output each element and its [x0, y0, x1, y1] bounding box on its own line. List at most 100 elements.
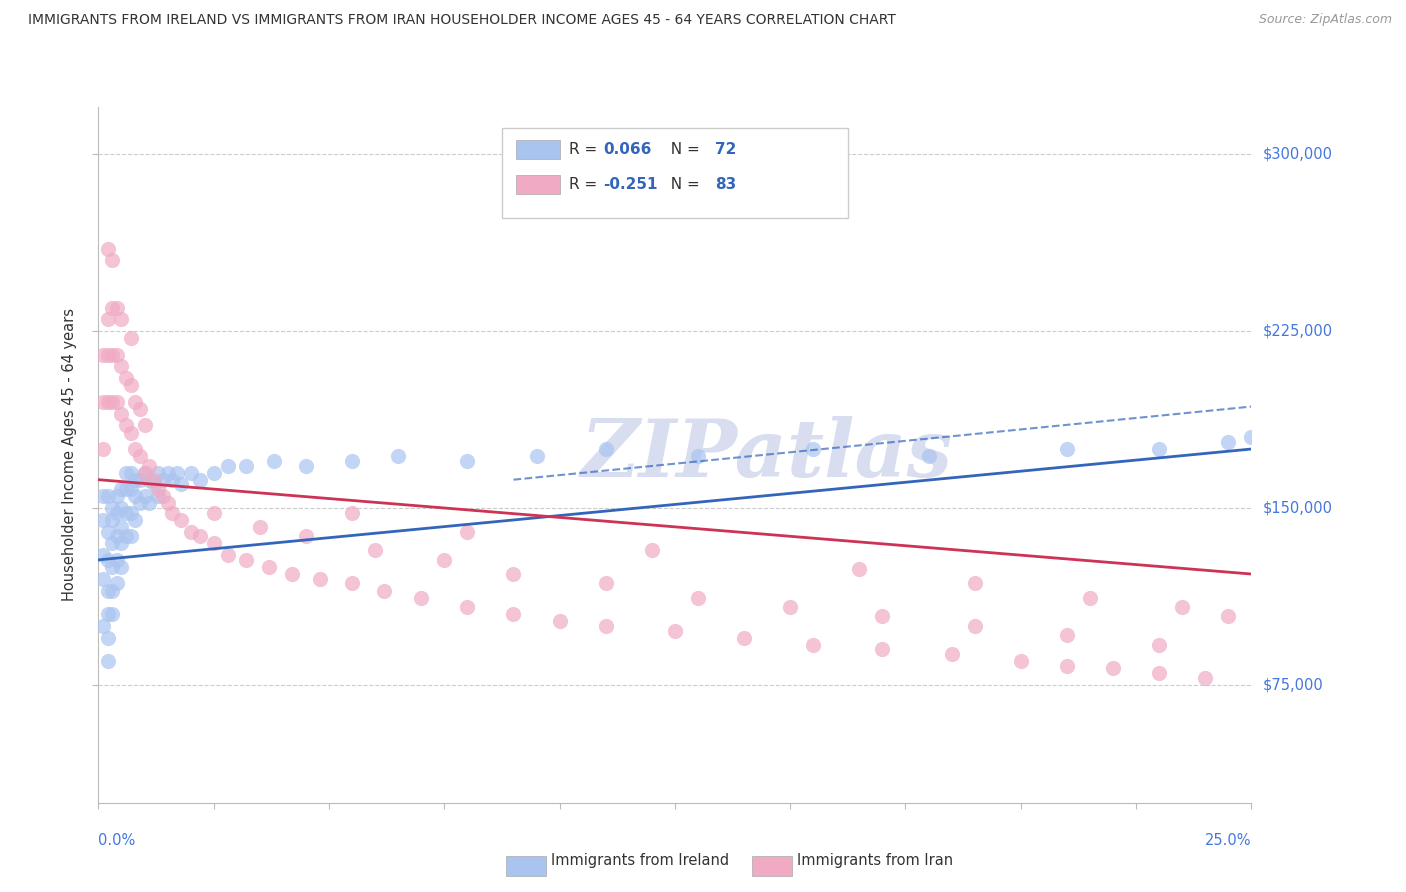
Point — [1240, 430, 1263, 444]
Point — [686, 591, 709, 605]
Point — [105, 395, 128, 409]
Point — [148, 482, 170, 496]
Point — [110, 500, 132, 515]
Point — [134, 466, 156, 480]
Point — [124, 489, 146, 503]
Point — [129, 473, 152, 487]
Point — [101, 536, 124, 550]
Point — [91, 442, 114, 456]
Point — [120, 425, 142, 440]
Point — [101, 253, 124, 268]
Point — [138, 496, 160, 510]
Point — [156, 496, 179, 510]
Point — [148, 489, 170, 503]
Point — [97, 395, 120, 409]
Point — [641, 543, 664, 558]
Point — [1218, 434, 1240, 449]
Point — [156, 466, 179, 480]
Point — [188, 473, 211, 487]
Point — [152, 489, 174, 503]
Text: IMMIGRANTS FROM IRELAND VS IMMIGRANTS FROM IRAN HOUSEHOLDER INCOME AGES 45 - 64 : IMMIGRANTS FROM IRELAND VS IMMIGRANTS FR… — [28, 13, 896, 28]
Point — [142, 473, 165, 487]
Text: 0.066: 0.066 — [603, 142, 652, 157]
Point — [502, 567, 524, 582]
Point — [686, 449, 709, 463]
Point — [917, 449, 939, 463]
Point — [124, 442, 146, 456]
Point — [110, 312, 132, 326]
Point — [91, 395, 114, 409]
Point — [387, 449, 409, 463]
Point — [202, 536, 225, 550]
Point — [340, 506, 363, 520]
Point — [97, 489, 120, 503]
Point — [110, 536, 132, 550]
Point — [105, 506, 128, 520]
Text: $225,000: $225,000 — [1263, 324, 1333, 339]
Point — [97, 654, 120, 668]
Point — [134, 418, 156, 433]
Point — [456, 454, 478, 468]
Point — [1056, 659, 1078, 673]
Point — [295, 529, 318, 543]
Point — [124, 513, 146, 527]
Point — [97, 242, 120, 256]
Point — [97, 553, 120, 567]
Point — [249, 520, 271, 534]
Point — [124, 473, 146, 487]
Point — [1010, 654, 1032, 668]
Point — [281, 567, 304, 582]
Point — [456, 524, 478, 539]
Point — [1218, 609, 1240, 624]
Point — [101, 560, 124, 574]
Point — [1056, 442, 1078, 456]
Point — [1147, 638, 1170, 652]
Point — [170, 513, 193, 527]
Point — [595, 619, 617, 633]
Point — [235, 458, 257, 473]
Point — [941, 647, 963, 661]
Point — [188, 529, 211, 543]
Point — [138, 473, 160, 487]
Point — [433, 553, 456, 567]
Point — [548, 614, 571, 628]
Point — [340, 454, 363, 468]
Point — [1309, 628, 1331, 642]
Point — [105, 348, 128, 362]
Point — [120, 529, 142, 543]
Point — [97, 348, 120, 362]
Point — [101, 513, 124, 527]
Point — [101, 301, 124, 315]
Point — [1102, 661, 1125, 675]
Point — [1078, 591, 1101, 605]
Text: R =: R = — [569, 177, 602, 192]
Text: 83: 83 — [716, 177, 737, 192]
Point — [105, 553, 128, 567]
Text: $300,000: $300,000 — [1263, 146, 1333, 161]
Point — [963, 619, 986, 633]
Point — [456, 600, 478, 615]
Point — [257, 560, 280, 574]
Text: $75,000: $75,000 — [1263, 677, 1323, 692]
Point — [101, 500, 124, 515]
Point — [91, 619, 114, 633]
Text: Immigrants from Iran: Immigrants from Iran — [797, 854, 953, 868]
Point — [134, 466, 156, 480]
Point — [963, 576, 986, 591]
Point — [101, 395, 124, 409]
Point — [91, 513, 114, 527]
Point — [91, 489, 114, 503]
Point — [110, 482, 132, 496]
FancyBboxPatch shape — [516, 175, 560, 194]
Y-axis label: Householder Income Ages 45 - 64 years: Householder Income Ages 45 - 64 years — [62, 309, 77, 601]
Point — [105, 489, 128, 503]
Point — [120, 466, 142, 480]
Point — [91, 348, 114, 362]
Point — [120, 331, 142, 345]
Point — [1171, 600, 1194, 615]
Point — [263, 454, 285, 468]
Point — [97, 607, 120, 621]
Point — [180, 466, 202, 480]
Point — [115, 418, 138, 433]
Point — [129, 449, 152, 463]
